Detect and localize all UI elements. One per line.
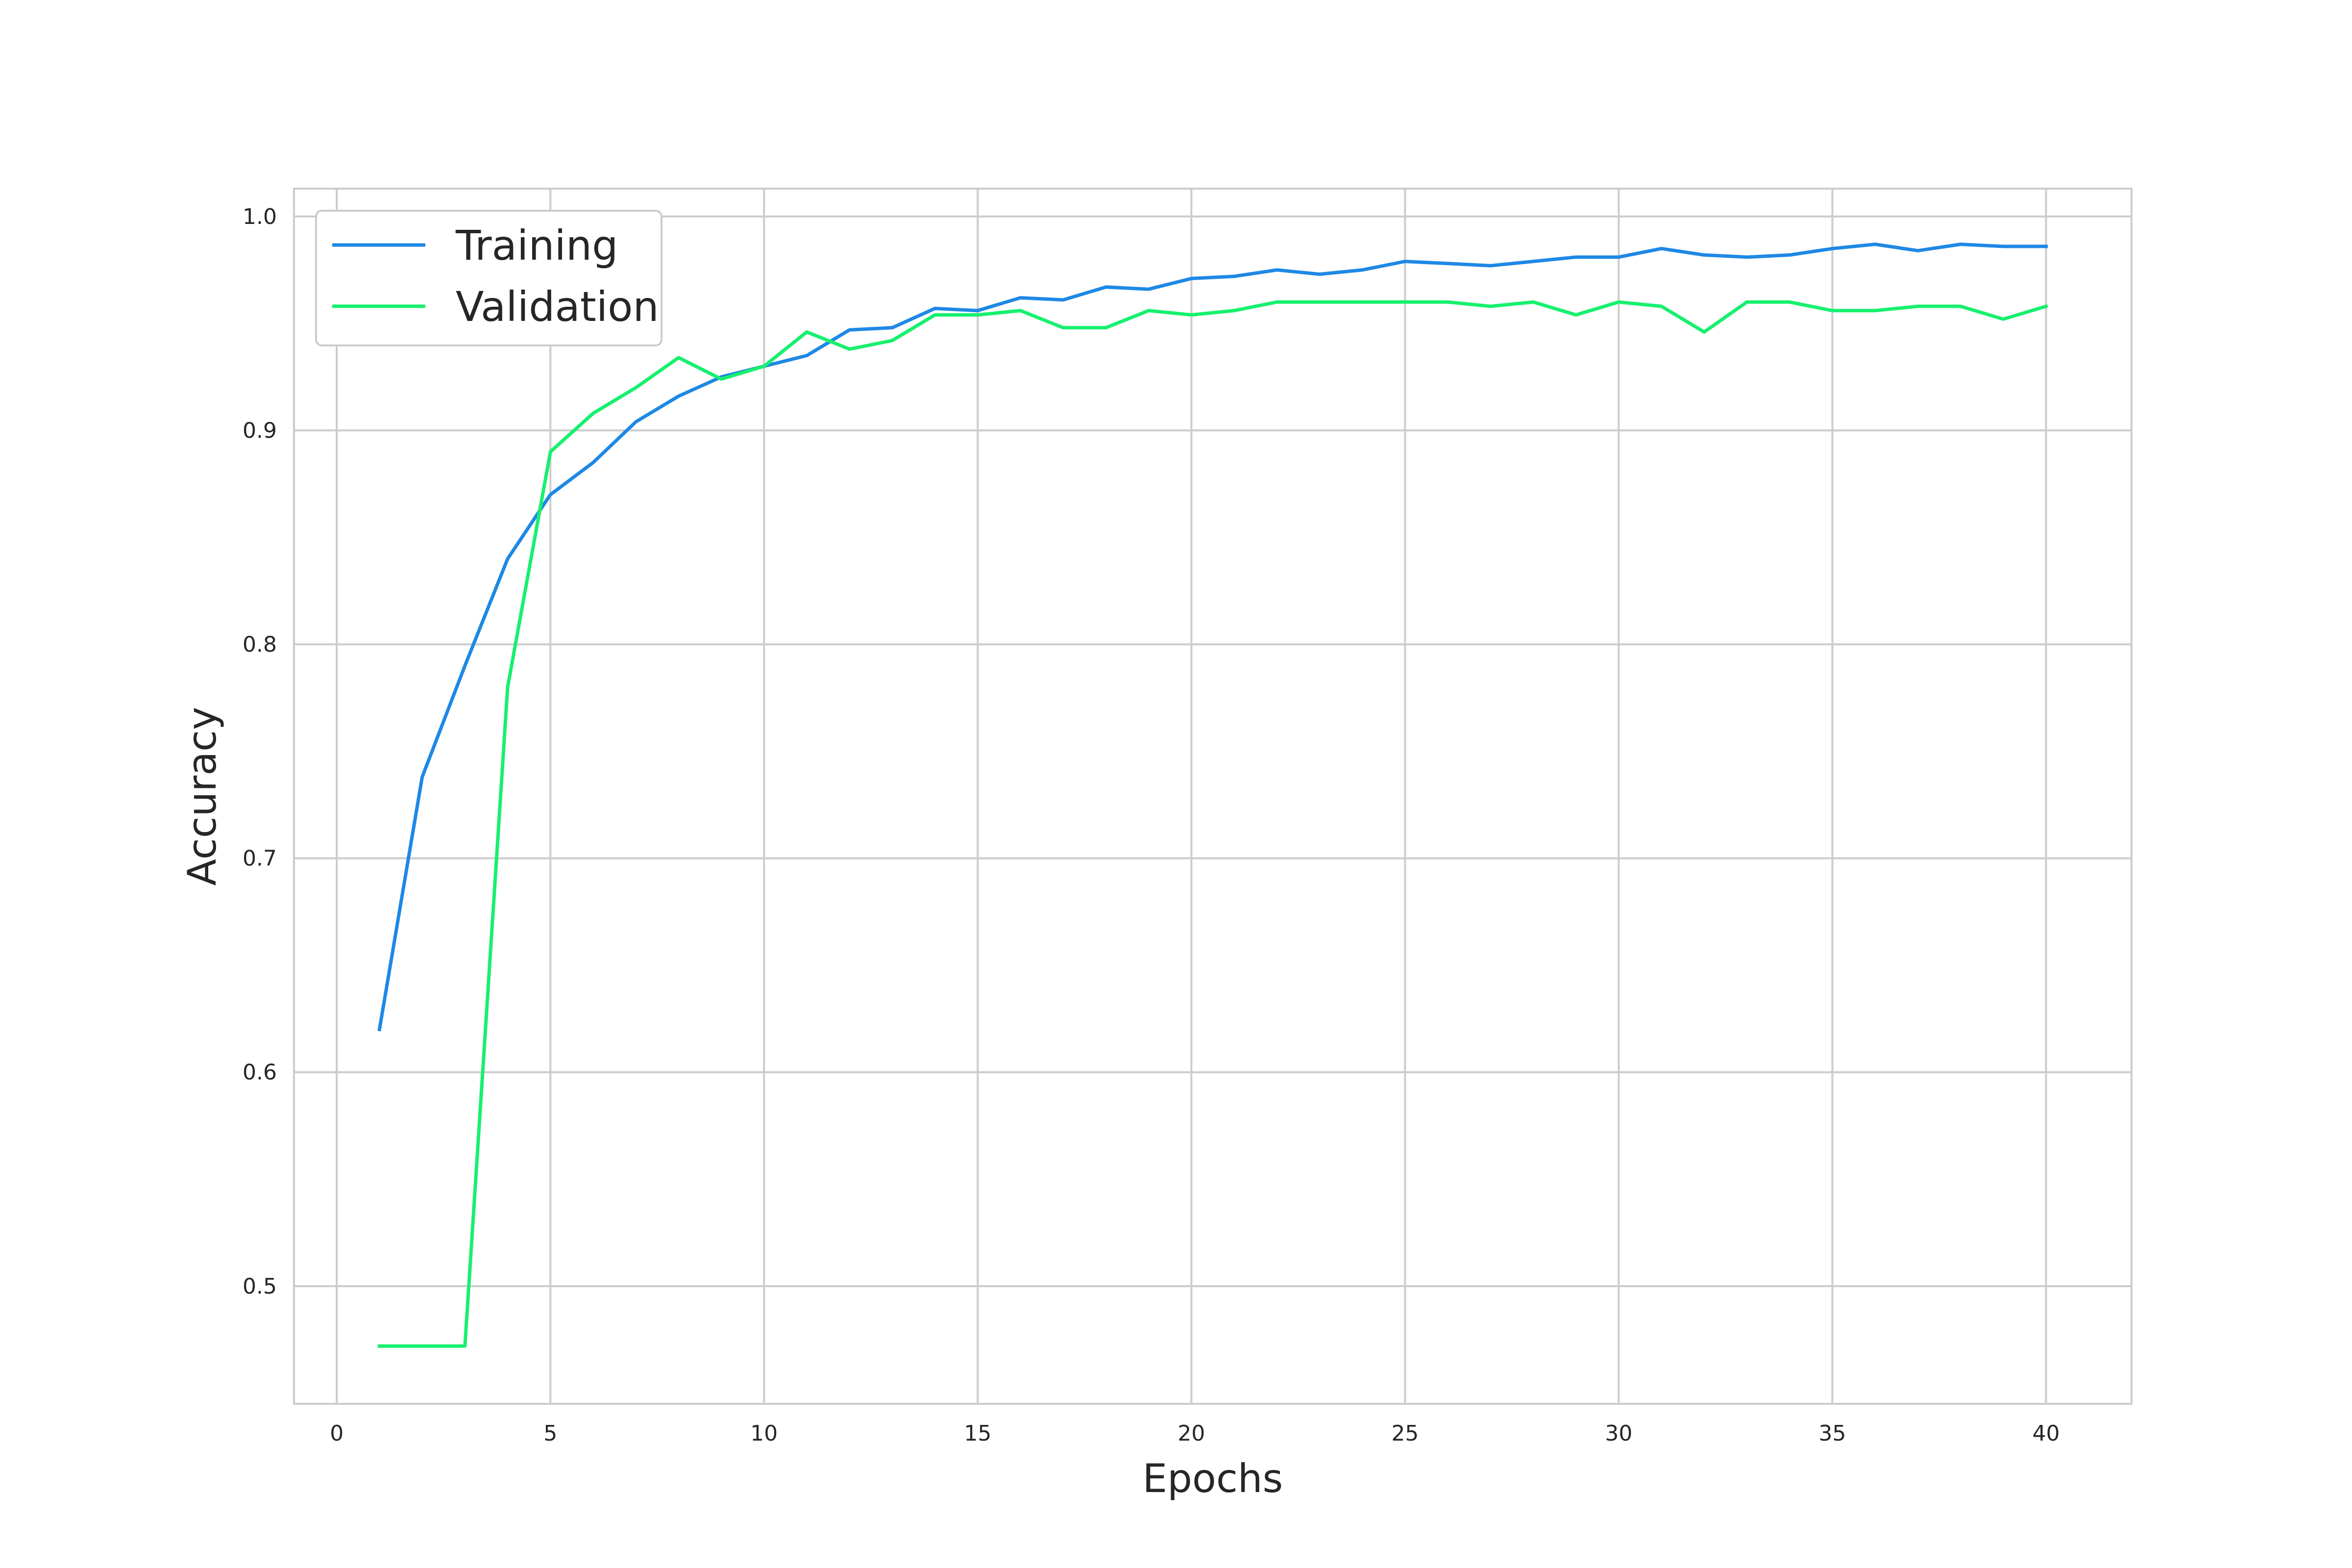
- x-tick-label: 40: [2033, 1421, 2060, 1446]
- y-tick-label: 0.7: [243, 846, 277, 871]
- grid: [294, 189, 2132, 1404]
- x-tick-labels: 0 5 10 15 20 25 30 35 40: [330, 1421, 2059, 1446]
- series-lines: [377, 243, 2048, 1348]
- plot-frame: [293, 188, 2132, 1405]
- x-tick-label: 15: [964, 1421, 991, 1446]
- x-tick-label: 30: [1605, 1421, 1632, 1446]
- y-tick-label: 1.0: [243, 204, 277, 229]
- x-tick-label: 5: [543, 1421, 557, 1446]
- x-tick-label: 20: [1177, 1421, 1205, 1446]
- y-tick-label: 0.8: [243, 632, 277, 657]
- plot-area: [294, 189, 2132, 1404]
- legend-label-validation: Validation: [456, 283, 659, 331]
- y-tick-label: 0.6: [243, 1060, 277, 1085]
- y-tick-labels: 0.5 0.6 0.7 0.8 0.9 1.0: [243, 204, 277, 1299]
- x-tick-label: 25: [1391, 1421, 1419, 1446]
- x-axis-label: Epochs: [1143, 1456, 1283, 1501]
- x-tick-label: 0: [330, 1421, 343, 1446]
- y-tick-label: 0.5: [243, 1274, 277, 1299]
- x-tick-label: 35: [1819, 1421, 1846, 1446]
- series-line-training: [377, 243, 2048, 1031]
- x-tick-label: 10: [750, 1421, 778, 1446]
- legend-label-training: Training: [455, 221, 618, 270]
- y-axis-label: Accuracy: [179, 707, 225, 885]
- legend: Training Validation: [315, 210, 662, 346]
- y-tick-label: 0.9: [243, 418, 277, 443]
- series-line-validation: [377, 300, 2048, 1348]
